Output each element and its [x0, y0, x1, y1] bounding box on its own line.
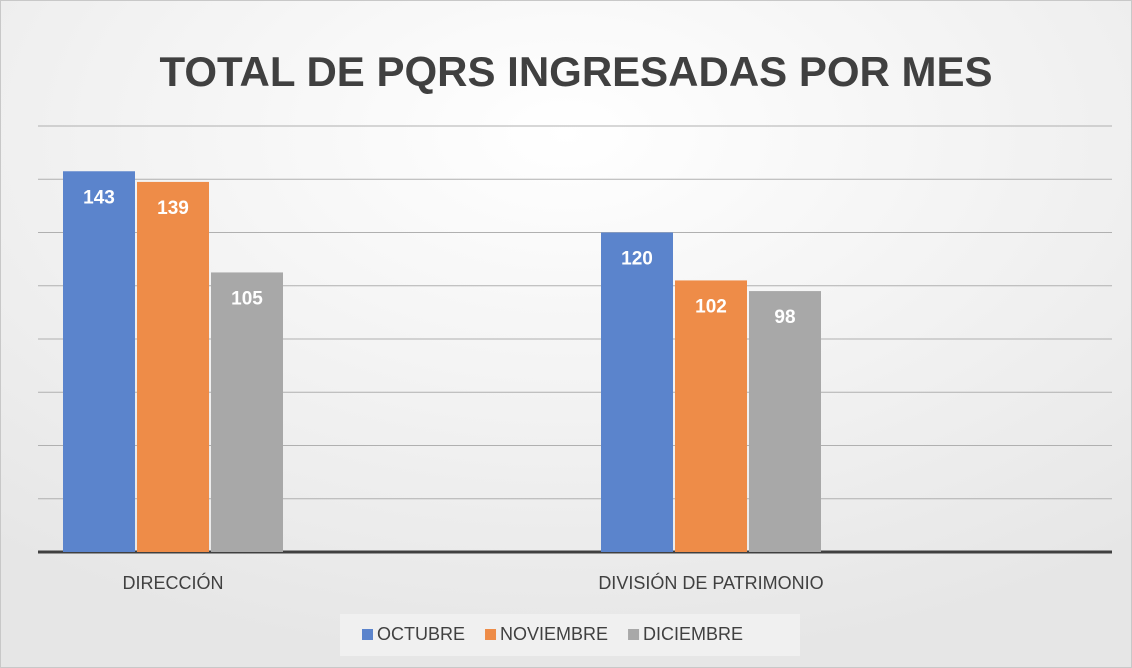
data-label: 143: [83, 187, 115, 208]
bar: [211, 272, 283, 552]
data-label: 105: [231, 288, 263, 309]
data-label: 139: [157, 198, 189, 219]
legend-swatch: [362, 629, 373, 640]
legend-swatch: [628, 629, 640, 640]
data-label: 102: [695, 296, 727, 317]
legend-label: NOVIEMBRE: [500, 624, 608, 644]
bar: [749, 291, 821, 552]
bar: [63, 171, 135, 552]
data-label: 98: [774, 307, 795, 328]
bar: [137, 181, 209, 552]
legend-swatch: [485, 629, 497, 640]
x-tick-label: DIVISIÓN DE PATRIMONIO: [598, 572, 823, 593]
chart-title: TOTAL DE PQRS INGRESADAS POR MES: [159, 48, 992, 95]
bar: [601, 232, 673, 552]
bar: [675, 280, 747, 552]
data-label: 120: [621, 249, 653, 270]
legend-box: [340, 614, 800, 656]
legend-label: DICIEMBRE: [643, 624, 743, 644]
legend-label: OCTUBRE: [377, 624, 465, 644]
x-tick-label: DIRECCIÓN: [122, 572, 223, 593]
